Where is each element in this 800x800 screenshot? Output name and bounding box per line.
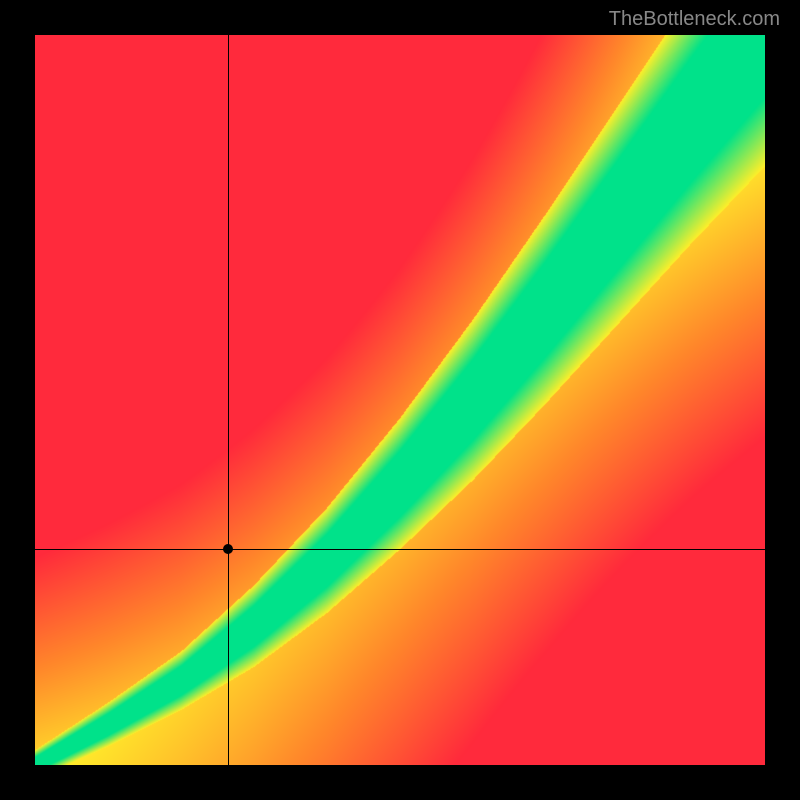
crosshair-vertical (228, 35, 229, 765)
selection-marker (223, 544, 233, 554)
watermark-text: TheBottleneck.com (609, 8, 780, 31)
heatmap-canvas (35, 35, 765, 765)
crosshair-horizontal (35, 549, 765, 550)
bottleneck-heatmap (35, 35, 765, 765)
